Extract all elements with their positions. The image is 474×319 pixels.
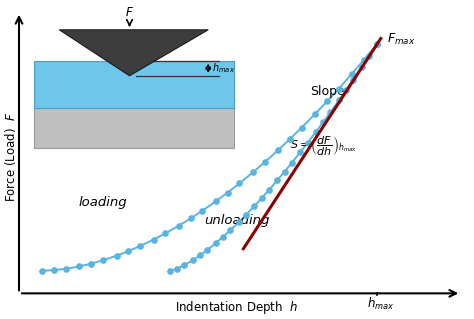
Text: Indentation Depth  $h$: Indentation Depth $h$ (175, 299, 298, 316)
Text: Force (Load)  $F$: Force (Load) $F$ (3, 112, 18, 202)
Text: $F_{max}$: $F_{max}$ (387, 32, 416, 47)
Text: $S = \left(\dfrac{dF}{dh}\right)_{h_{max}}$: $S = \left(\dfrac{dF}{dh}\right)_{h_{max… (291, 134, 357, 158)
Text: Slope: Slope (310, 85, 345, 98)
Text: loading: loading (78, 196, 127, 209)
Text: $h_{max}$: $h_{max}$ (367, 296, 394, 312)
Text: unloading: unloading (204, 214, 269, 227)
